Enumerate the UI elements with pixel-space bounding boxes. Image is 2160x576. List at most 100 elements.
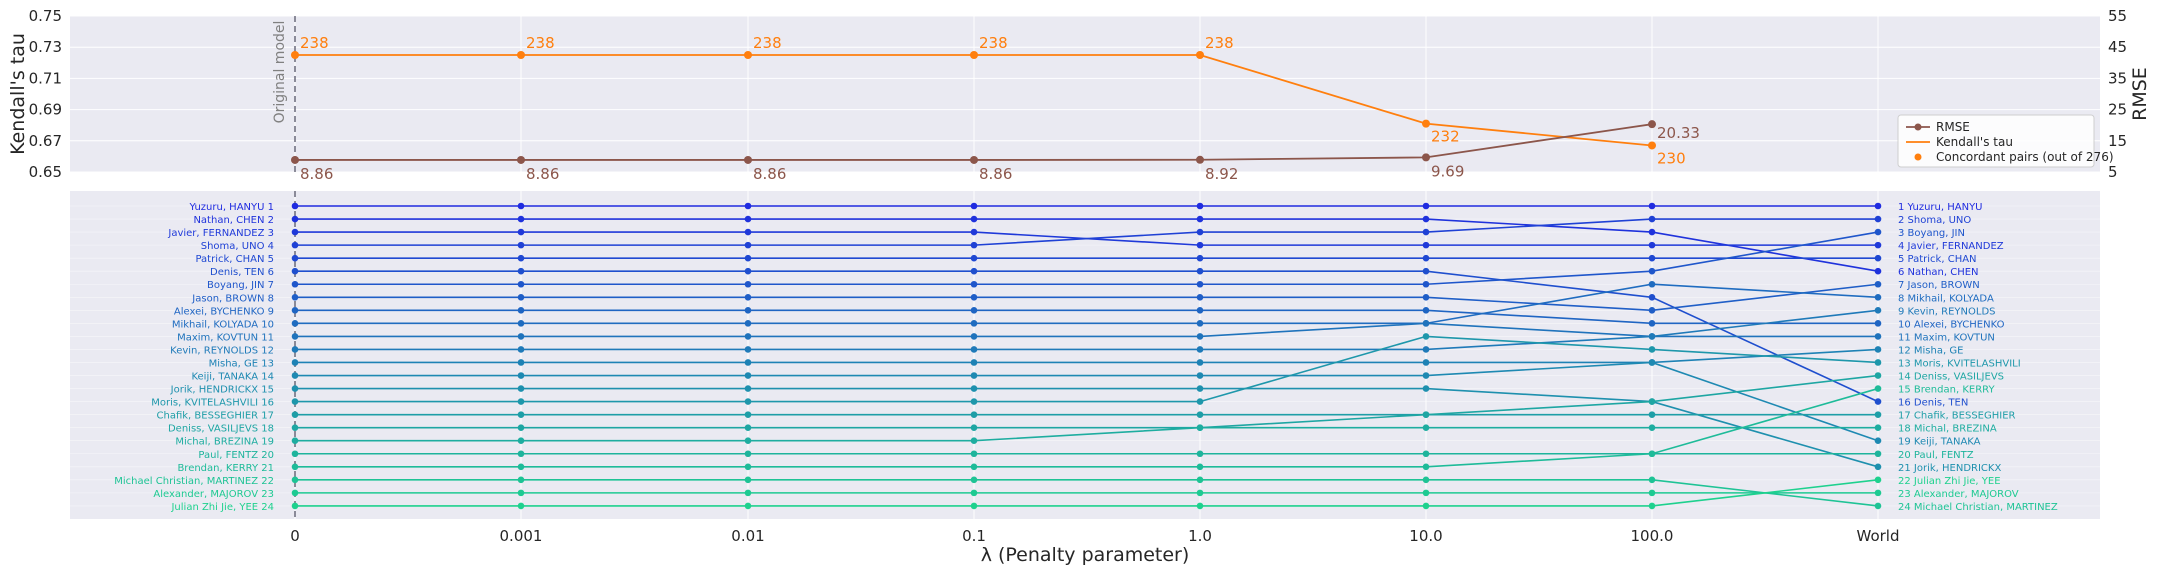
skater-point bbox=[1196, 385, 1204, 392]
rmse-label: 8.86 bbox=[300, 165, 333, 183]
skater-point bbox=[744, 502, 752, 510]
skater-point bbox=[1196, 489, 1204, 497]
left-rank-label: Alexei, BYCHENKO 9 bbox=[174, 306, 274, 317]
left-tick-label: 0.69 bbox=[29, 101, 62, 119]
left-tick-label: 0.73 bbox=[29, 38, 62, 56]
skater-point bbox=[744, 437, 752, 445]
skater-point bbox=[970, 254, 978, 262]
skater-point bbox=[1422, 502, 1430, 510]
right-rank-label: 24 Michael Christian, MARTINEZ bbox=[1898, 502, 2058, 513]
skater-point bbox=[970, 398, 978, 405]
skater-point bbox=[291, 241, 299, 249]
right-tick-label: 15 bbox=[2108, 132, 2127, 150]
skater-point bbox=[1422, 254, 1430, 262]
skater-point bbox=[970, 241, 978, 249]
skater-point bbox=[1648, 241, 1656, 249]
skater-point bbox=[1422, 280, 1430, 288]
concordant-label: 238 bbox=[979, 34, 1008, 52]
skater-line bbox=[295, 348, 1879, 364]
skater-point bbox=[517, 228, 525, 236]
skater-line bbox=[295, 309, 1879, 351]
skater-point bbox=[1648, 202, 1656, 210]
skater-point bbox=[1648, 280, 1656, 288]
skater-point bbox=[1196, 333, 1204, 340]
rmse-point bbox=[1422, 153, 1430, 162]
skater-point bbox=[970, 333, 978, 340]
right-rank-label: 20 Paul, FENTZ bbox=[1898, 450, 1974, 461]
left-rank-label: Alexander, MAJOROV 23 bbox=[153, 489, 274, 500]
skater-point bbox=[1648, 228, 1656, 236]
skater-point bbox=[1648, 476, 1656, 484]
skater-point bbox=[1196, 254, 1204, 262]
skater-point bbox=[1874, 359, 1882, 366]
skater-point bbox=[1196, 398, 1204, 405]
right-rank-label: 12 Misha, GE bbox=[1898, 345, 1963, 356]
skater-point bbox=[970, 463, 978, 471]
skater-point bbox=[1874, 372, 1882, 379]
left-rank-label: Julian Zhi Jie, YEE 24 bbox=[170, 502, 274, 513]
right-tick-label: 35 bbox=[2108, 69, 2127, 87]
skater-point bbox=[1648, 320, 1656, 327]
skater-point bbox=[1874, 241, 1882, 249]
skater-point bbox=[517, 254, 525, 262]
skater-point bbox=[1196, 424, 1204, 431]
skater-point bbox=[291, 346, 299, 353]
skater-point bbox=[291, 502, 299, 510]
left-rank-label: Shoma, UNO 4 bbox=[201, 241, 274, 252]
skater-point bbox=[970, 359, 978, 366]
concordant-point bbox=[744, 51, 752, 59]
skater-line bbox=[295, 387, 1879, 468]
skater-point bbox=[1196, 372, 1204, 379]
skater-point bbox=[1422, 463, 1430, 471]
skater-point bbox=[517, 215, 525, 223]
skater-point bbox=[1874, 424, 1882, 431]
right-axis-label: RMSE bbox=[2129, 67, 2151, 121]
skater-point bbox=[1874, 450, 1882, 458]
left-rank-label: Javier, FERNANDEZ 3 bbox=[167, 228, 274, 239]
left-axis-label: Kendall's tau bbox=[7, 33, 29, 155]
skater-point bbox=[1874, 228, 1882, 236]
left-rank-label: Patrick, CHAN 5 bbox=[195, 254, 274, 265]
skater-point bbox=[1874, 215, 1882, 223]
skater-point bbox=[517, 476, 525, 484]
skater-point bbox=[291, 359, 299, 366]
skater-point bbox=[1648, 267, 1656, 275]
skater-point bbox=[744, 398, 752, 405]
rmse-point bbox=[744, 155, 752, 164]
skater-point bbox=[970, 411, 978, 418]
skater-point bbox=[970, 489, 978, 497]
left-rank-label: Moris, KVITELASHVILI 16 bbox=[151, 398, 274, 409]
x-tick-label: 0.001 bbox=[500, 527, 543, 545]
legend-tau-label: Kendall's tau bbox=[1936, 135, 2013, 149]
skater-point bbox=[744, 346, 752, 353]
skater-point bbox=[291, 424, 299, 431]
skater-point bbox=[970, 502, 978, 510]
skater-point bbox=[291, 333, 299, 340]
skater-point bbox=[1422, 424, 1430, 431]
skater-point bbox=[1422, 202, 1430, 210]
skater-point bbox=[1874, 502, 1882, 510]
skater-line bbox=[295, 309, 1878, 325]
x-tick-label: 0.1 bbox=[962, 527, 986, 545]
skater-point bbox=[1422, 320, 1430, 327]
skater-line bbox=[295, 361, 1879, 442]
legend-rmse-marker bbox=[1914, 123, 1922, 131]
right-rank-label: 5 Patrick, CHAN bbox=[1898, 254, 1977, 265]
rmse-label: 9.69 bbox=[1431, 162, 1464, 180]
skater-point bbox=[744, 320, 752, 327]
skater-point bbox=[1422, 450, 1430, 458]
skater-point bbox=[744, 267, 752, 275]
skater-point bbox=[517, 280, 525, 288]
skater-point bbox=[1874, 202, 1882, 210]
skater-point bbox=[291, 228, 299, 236]
concordant-label: 232 bbox=[1431, 128, 1460, 146]
skater-line bbox=[295, 322, 1878, 338]
skater-point bbox=[970, 372, 978, 379]
concordant-label: 238 bbox=[526, 34, 555, 52]
left-rank-label: Jorik, HENDRICKX 15 bbox=[170, 385, 274, 396]
x-tick-label: 0.01 bbox=[731, 527, 764, 545]
skater-point bbox=[291, 320, 299, 327]
right-rank-label: 22 Julian Zhi Jie, YEE bbox=[1898, 476, 2001, 487]
skater-point bbox=[1648, 307, 1656, 314]
